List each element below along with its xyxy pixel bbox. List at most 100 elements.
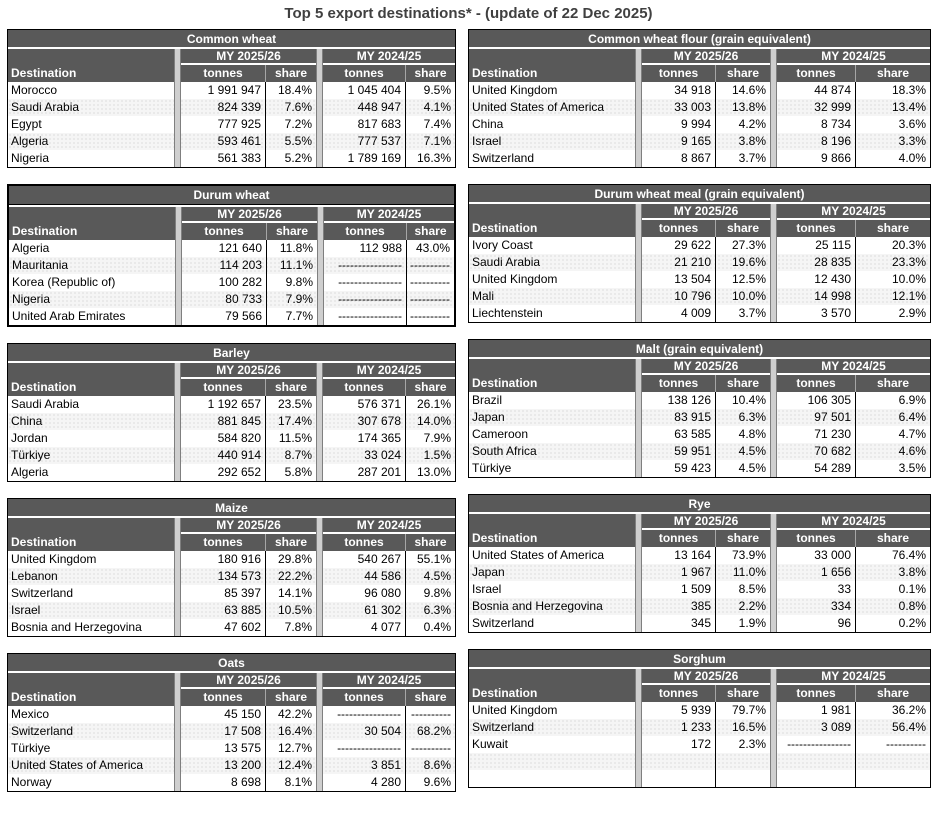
cell-share-previous: ---------- [406,274,454,291]
destination-header: Destination [11,690,77,704]
cell-share-previous: 7.4% [405,116,455,133]
table-row: United Kingdom 13 504 12.5% 12 430 10.0% [469,271,930,288]
column-gap [316,723,323,740]
cell-destination: Japan [472,410,505,424]
column-gap [635,702,642,719]
cell-tonnes-previous: 25 115 [815,238,851,252]
table-header: Destination MY 2025/26 tonnes share MY 2… [8,518,455,551]
column-gap [635,99,642,116]
cell-destination: Jordan [11,431,48,445]
column-gap [635,409,642,426]
table-title: Common wheat [8,30,455,49]
table-body: United Kingdom 180 916 29.8% 540 267 55.1% Le… [8,551,455,636]
column-gap [174,133,181,150]
cell-share-previous: 0.4% [405,619,455,636]
cell-tonnes-current: 45 150 [224,707,261,721]
column-gap [635,514,642,547]
cell-tonnes-current: 21 210 [674,255,711,269]
table-body: Brazil 138 126 10.4% 106 305 6.9% Japan 83 915… [469,392,930,477]
period-previous-header: MY 2024/25 [323,673,455,689]
column-gap [770,615,777,632]
column-gap [770,254,777,271]
cell-share-previous: 43.0% [406,240,454,257]
table-row: Lebanon 134 573 22.2% 44 586 4.5% [8,568,455,585]
cell-tonnes-previous: 3 851 [370,758,401,772]
column-gap [316,518,323,551]
cell-tonnes-current: 47 602 [224,620,261,634]
table-row: Ivory Coast 29 622 27.3% 25 115 20.3% [469,237,930,254]
table-header: Destination MY 2025/26 tonnes share MY 2… [469,514,930,547]
cell-share-current: 79.7% [715,702,770,719]
column-gap [316,150,323,167]
cell-tonnes-current: 292 652 [217,465,261,479]
period-current-header: MY 2025/26 [642,359,770,375]
table-body: Morocco 1 991 947 18.4% 1 045 404 9.5% Saudi … [8,82,455,167]
cell-share-previous: 16.3% [405,150,455,167]
period-previous-header: MY 2024/25 [323,518,455,534]
cell-tonnes-current [642,753,715,770]
cell-share-previous: 10.0% [855,271,930,288]
column-gap [316,363,323,396]
cell-share-current: 4.8% [715,426,770,443]
table-body: Saudi Arabia 1 192 657 23.5% 576 371 26.1% Ch… [8,396,455,481]
cell-destination: Algeria [11,134,49,148]
cell-share-current: 11.0% [715,564,770,581]
cell-tonnes-previous: 97 501 [814,410,851,424]
period-previous-header: MY 2024/25 [777,204,930,220]
cell-tonnes-previous: 307 678 [357,414,401,428]
column-gap [770,460,777,477]
table-body: United States of America 13 164 73.9% 33 00… [469,547,930,632]
cell-share-current: 8.5% [715,581,770,598]
cell-tonnes-current: 8 698 [230,775,261,789]
cell-share-previous: 0.2% [855,615,930,632]
destination-header: Destination [472,376,538,390]
cell-destination [469,770,635,787]
cell-share-previous: 6.4% [855,409,930,426]
column-gap [316,99,323,116]
cell-destination: Nigeria [12,292,51,306]
cell-tonnes-current: 1 192 657 [207,397,261,411]
tonnes-header-previous: tonnes [345,224,385,238]
share-header-current: share [715,65,770,82]
cell-tonnes-previous: ---------------- [787,737,851,751]
cell-share-current: 16.5% [715,719,770,736]
tonnes-header-previous: tonnes [344,66,384,80]
cell-destination: United States of America [11,758,144,772]
cell-destination: Algeria [11,465,49,479]
cell-share-previous: 13.4% [855,99,930,116]
table-title: Maize [8,499,455,518]
cell-share-previous: 18.3% [855,82,930,99]
cell-tonnes-current: 1 991 947 [207,83,261,97]
cell-share-previous: 12.1% [855,288,930,305]
table-row: United States of America 13 200 12.4% 3 851… [8,757,455,774]
cell-share-current: 14.6% [715,82,770,99]
column-gap [316,133,323,150]
column-gap [174,116,181,133]
cell-share-previous: 6.3% [405,602,455,619]
cell-destination: United Arab Emirates [12,309,126,323]
cell-destination: Saudi Arabia [11,100,80,114]
period-previous-header: MY 2024/25 [324,207,454,223]
table-header: Destination MY 2025/26 tonnes share MY 2… [8,49,455,82]
table-row: Israel 1 509 8.5% 33 0.1% [469,581,930,598]
cell-share-previous: 26.1% [405,396,455,413]
cell-share-current: 11.5% [265,430,316,447]
cell-share-previous: 4.5% [405,568,455,585]
cell-tonnes-previous: 112 988 [359,241,403,255]
cell-destination: Switzerland [472,720,535,734]
column-gap [770,753,777,770]
cell-share-current: 19.6% [715,254,770,271]
cell-destination: Egypt [11,117,42,131]
cell-tonnes-current: 63 585 [674,427,711,441]
cell-tonnes-current: 180 916 [217,552,261,566]
cell-share-previous: 9.5% [405,82,455,99]
cell-share-current [715,770,770,787]
cell-tonnes-previous: 44 586 [364,569,401,583]
destination-header: Destination [472,686,538,700]
table-body: Ivory Coast 29 622 27.3% 25 115 20.3% Saudi A… [469,237,930,322]
cell-tonnes-previous: 54 289 [814,461,851,475]
cell-tonnes-previous: 61 302 [364,603,401,617]
tables-grid: Common wheat Destination MY 2025/26 tonn… [0,29,937,792]
left-column: Common wheat Destination MY 2025/26 tonn… [7,29,456,792]
share-header-current: share [715,375,770,392]
